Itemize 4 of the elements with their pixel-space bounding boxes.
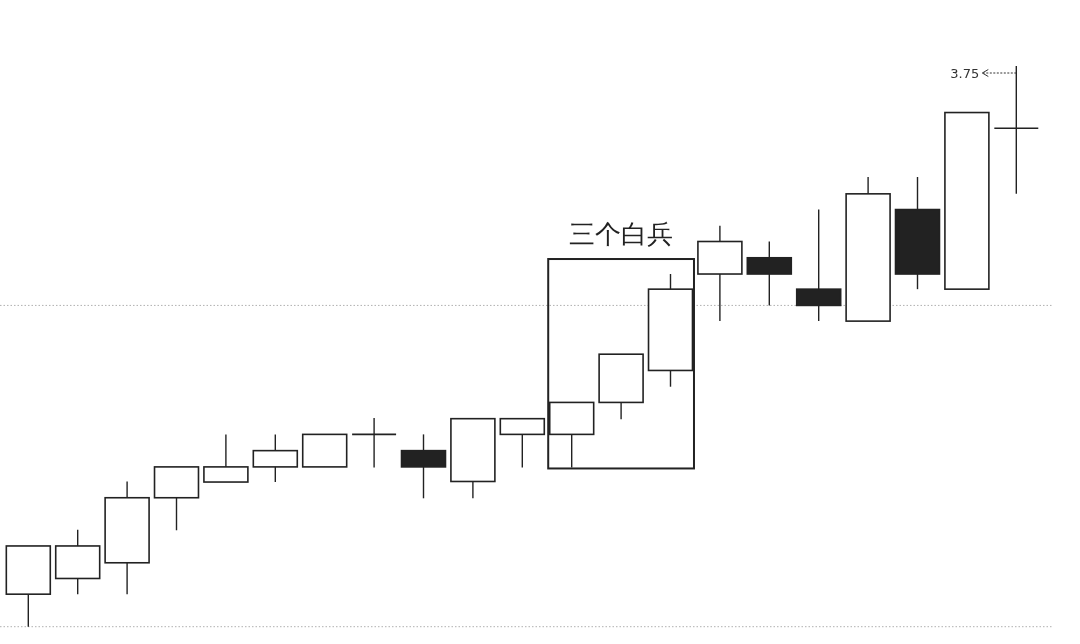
annotation: 三个白兵: [569, 219, 674, 250]
candlestick: [351, 417, 397, 469]
candlestick: [993, 65, 1040, 195]
annotation: 3.75: [950, 65, 980, 81]
